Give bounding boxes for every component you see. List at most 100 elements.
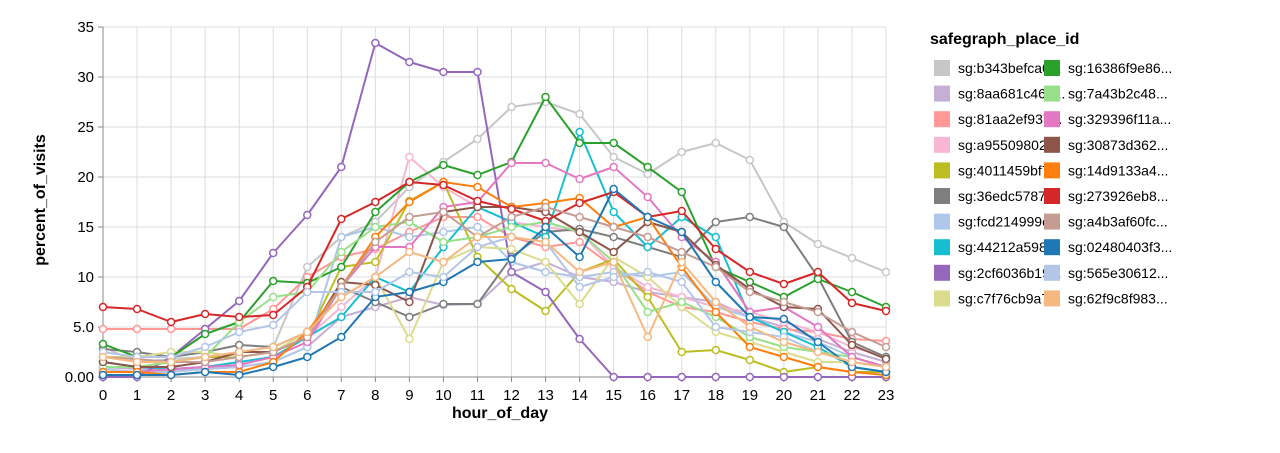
data-point bbox=[575, 212, 584, 222]
data-point bbox=[643, 169, 652, 179]
data-point bbox=[405, 297, 414, 307]
data-point bbox=[473, 196, 482, 206]
data-point bbox=[847, 287, 857, 297]
data-point bbox=[507, 254, 516, 264]
data-point bbox=[609, 138, 618, 148]
data-point bbox=[132, 357, 142, 367]
data-point bbox=[507, 158, 516, 168]
data-point bbox=[745, 372, 755, 382]
series-line bbox=[102, 206, 887, 363]
data-point bbox=[439, 257, 448, 267]
legend-label: sg:30873d362... bbox=[1068, 137, 1168, 153]
data-point bbox=[779, 314, 789, 324]
data-point bbox=[847, 357, 857, 367]
data-point bbox=[745, 277, 755, 287]
series-line bbox=[102, 181, 887, 323]
data-point bbox=[439, 180, 448, 190]
data-point bbox=[677, 206, 686, 216]
y-tick-label: 15 bbox=[77, 219, 94, 236]
data-point bbox=[268, 292, 278, 302]
legend-label: sg:b343befca0... bbox=[958, 60, 1062, 76]
legend-label: sg:2cf6036b19... bbox=[958, 265, 1062, 281]
data-point bbox=[643, 292, 652, 302]
data-point bbox=[813, 239, 823, 249]
data-point bbox=[677, 372, 686, 382]
data-point bbox=[541, 92, 550, 102]
legend-label: sg:a95509802... bbox=[958, 137, 1058, 153]
data-point bbox=[541, 267, 550, 277]
series-line bbox=[103, 188, 887, 376]
data-point bbox=[200, 309, 210, 319]
data-point bbox=[847, 253, 857, 263]
data-point bbox=[711, 297, 721, 307]
legend-label: sg:565e30612... bbox=[1068, 265, 1168, 281]
data-point bbox=[337, 214, 346, 224]
data-point bbox=[371, 197, 380, 207]
data-point bbox=[745, 287, 755, 297]
data-point bbox=[711, 244, 721, 254]
data-point bbox=[813, 362, 823, 372]
data-point bbox=[609, 247, 618, 257]
data-point bbox=[643, 242, 652, 252]
data-point bbox=[268, 276, 278, 286]
data-point bbox=[609, 272, 618, 282]
data-point bbox=[405, 197, 414, 207]
data-point bbox=[643, 212, 652, 222]
data-point bbox=[881, 267, 891, 277]
x-tick-label: 10 bbox=[435, 387, 452, 404]
legend-swatch bbox=[1044, 188, 1060, 204]
data-point bbox=[371, 257, 380, 267]
data-point bbox=[234, 296, 244, 306]
data-point bbox=[507, 232, 516, 242]
data-point bbox=[813, 322, 823, 332]
data-point bbox=[745, 212, 755, 222]
series-8 bbox=[98, 127, 891, 377]
series-line bbox=[102, 96, 887, 358]
legend-swatch bbox=[1044, 85, 1060, 102]
data-point bbox=[711, 138, 721, 148]
data-point bbox=[473, 170, 482, 180]
x-tick-label: 0 bbox=[99, 387, 107, 404]
data-point bbox=[677, 147, 686, 157]
data-point bbox=[405, 177, 414, 187]
x-tick-label: 3 bbox=[201, 387, 209, 404]
x-tick-label: 20 bbox=[776, 387, 793, 404]
x-tick-label: 7 bbox=[337, 387, 345, 404]
data-point bbox=[677, 297, 686, 307]
data-point bbox=[473, 222, 482, 232]
data-point bbox=[575, 299, 584, 309]
legend-swatch bbox=[934, 213, 950, 230]
legend-label: sg:02480403f3... bbox=[1068, 239, 1172, 255]
legend-label: sg:44212a598... bbox=[958, 239, 1058, 255]
data-point bbox=[813, 347, 823, 357]
legend-swatch bbox=[934, 85, 950, 102]
legend-swatch bbox=[934, 264, 950, 281]
data-point bbox=[711, 217, 721, 227]
data-point bbox=[439, 272, 448, 282]
data-point bbox=[132, 324, 142, 334]
data-point bbox=[779, 337, 789, 347]
legend-label: sg:a4b3af60fc... bbox=[1068, 214, 1168, 230]
legend-label: sg:4011459bf7... bbox=[958, 162, 1061, 178]
data-point bbox=[575, 267, 584, 277]
y-axis-title: percent_of_visits bbox=[32, 134, 49, 266]
y-tick-label: 35 bbox=[77, 19, 94, 36]
legend-item: sg:36edc5787... bbox=[934, 188, 1058, 204]
data-point bbox=[405, 267, 414, 277]
legend-item: sg:fcd214999c... bbox=[934, 213, 1061, 230]
legend-item: sg:44212a598... bbox=[934, 239, 1058, 256]
data-point bbox=[405, 312, 414, 322]
data-point bbox=[371, 272, 380, 282]
y-tick-label: 0.00 bbox=[65, 369, 94, 386]
legend-swatch bbox=[1044, 111, 1060, 128]
data-point bbox=[234, 327, 244, 337]
data-point bbox=[268, 310, 278, 320]
data-point bbox=[881, 362, 891, 372]
data-point bbox=[439, 207, 448, 217]
y-tick-label: 25 bbox=[77, 119, 94, 136]
legend-swatch bbox=[934, 239, 950, 256]
data-point bbox=[405, 287, 414, 297]
data-point bbox=[643, 192, 652, 202]
